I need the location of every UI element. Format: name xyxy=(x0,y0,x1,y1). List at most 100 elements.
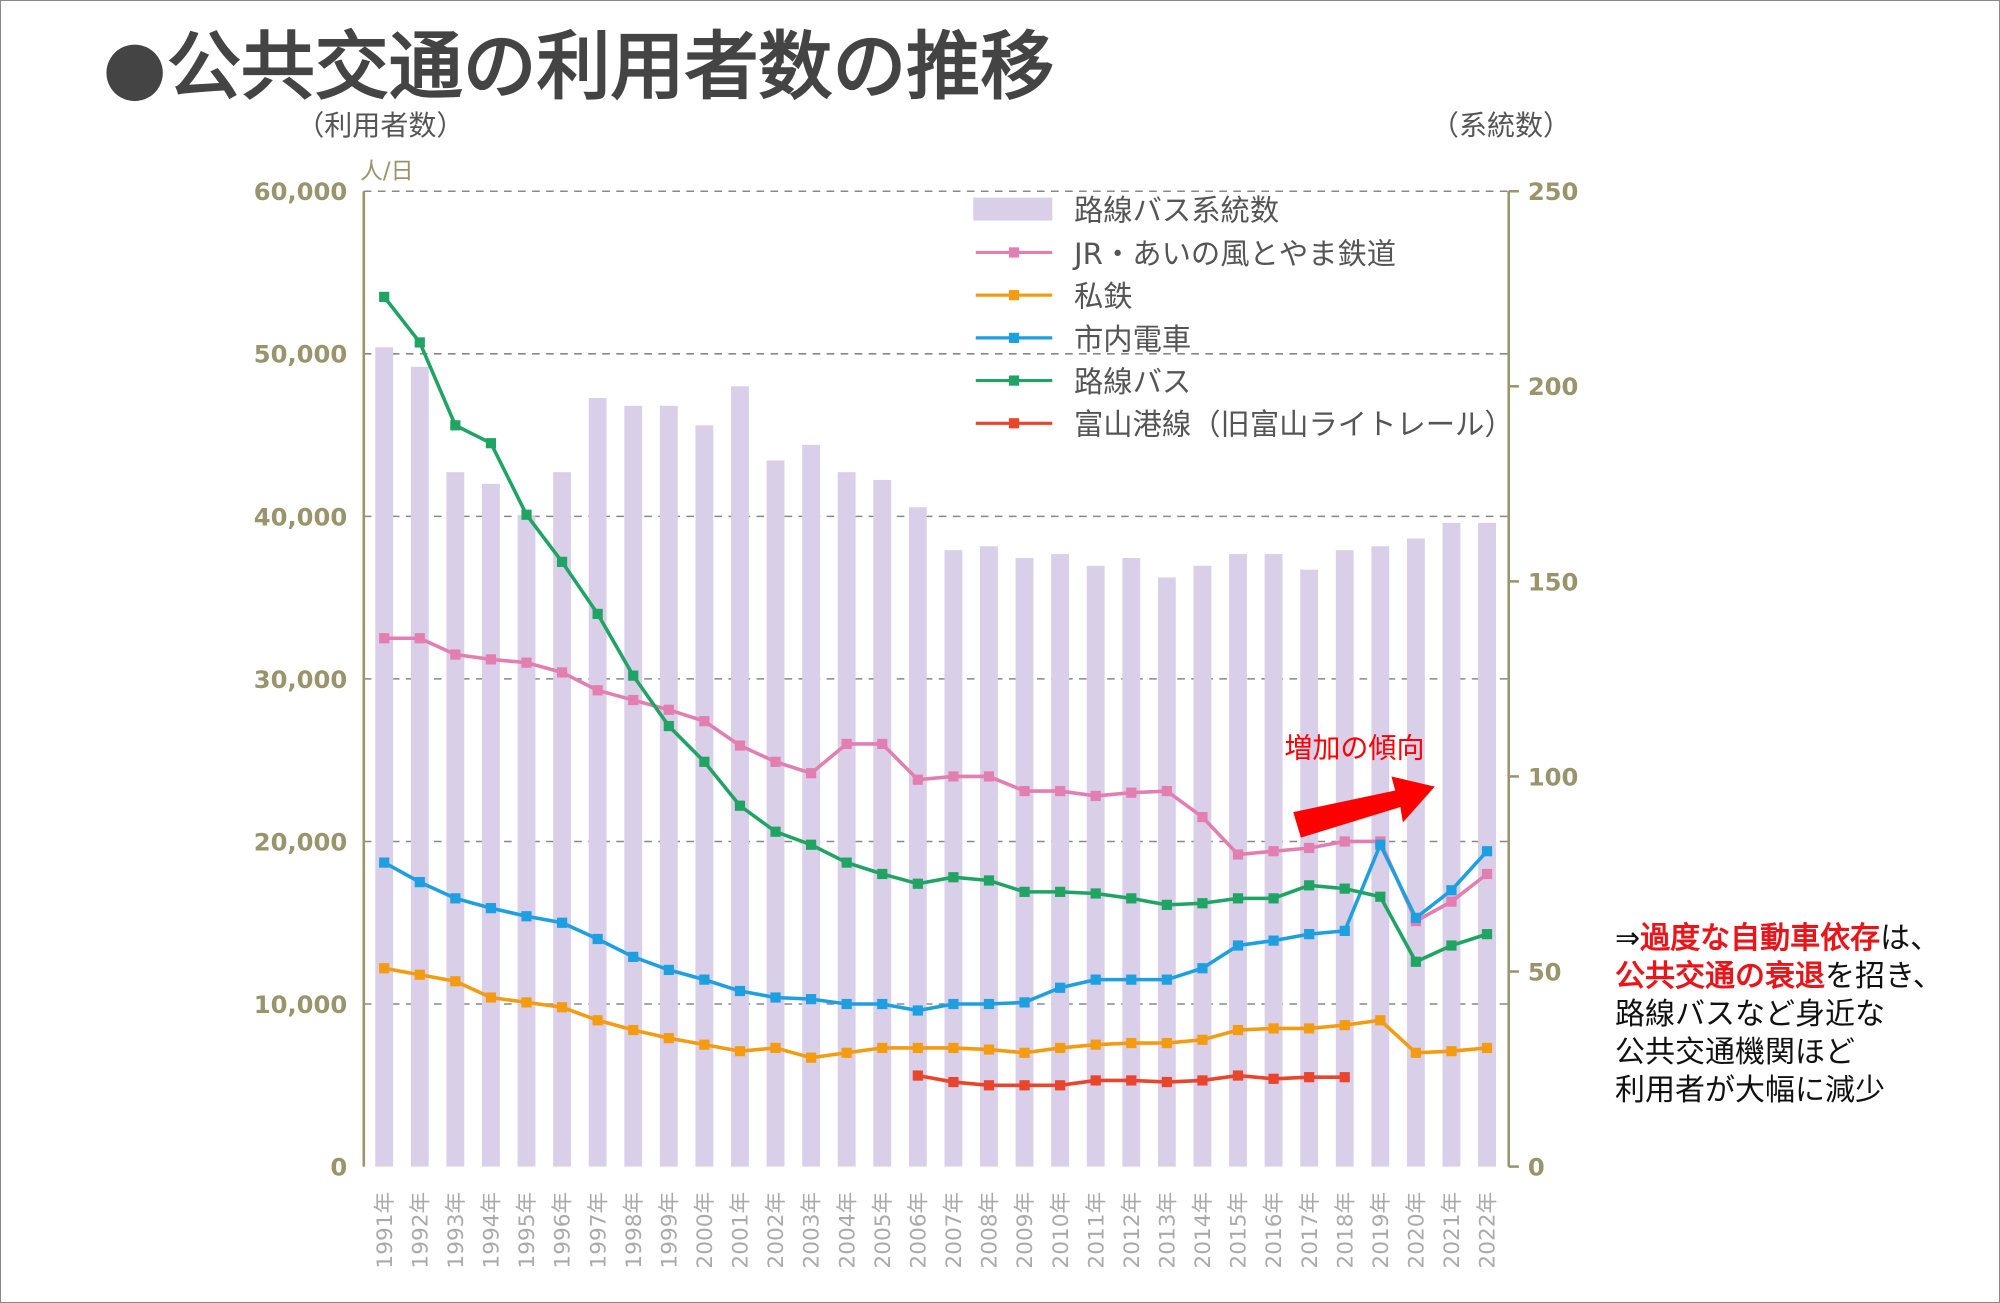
bar xyxy=(1371,546,1390,1167)
data-point xyxy=(521,997,532,1008)
bar xyxy=(873,479,892,1167)
data-point xyxy=(1446,1046,1457,1057)
data-point xyxy=(556,667,568,678)
y-tick-label: 0 xyxy=(330,1154,347,1182)
trend-arrow-icon xyxy=(1293,776,1435,838)
bar xyxy=(802,444,821,1167)
data-point xyxy=(1161,1037,1172,1049)
data-point xyxy=(592,933,603,945)
bar xyxy=(553,472,571,1167)
data-point xyxy=(1232,1070,1244,1081)
data-point xyxy=(806,768,817,779)
data-point xyxy=(379,291,390,303)
data-point xyxy=(1126,1075,1137,1086)
data-point xyxy=(948,1076,959,1088)
data-point xyxy=(1446,885,1457,896)
y-tick-label: 20,000 xyxy=(254,828,347,856)
data-point xyxy=(414,337,425,348)
y-tick-label: 40,000 xyxy=(254,503,347,531)
x-tick-label: 2011年 xyxy=(1084,1192,1109,1269)
data-point xyxy=(1339,883,1350,894)
data-point xyxy=(485,903,497,914)
bar xyxy=(1157,577,1176,1167)
data-point xyxy=(948,998,959,1010)
data-point xyxy=(1197,811,1208,823)
legend-marker xyxy=(1008,247,1020,258)
data-point xyxy=(1197,1034,1208,1045)
data-point xyxy=(912,1005,923,1016)
x-tick-label: 1994年 xyxy=(480,1192,505,1269)
series-line xyxy=(383,840,1489,1013)
x-tick-label: 1999年 xyxy=(657,1192,682,1269)
y2-tick-label: 50 xyxy=(1528,958,1562,986)
data-point xyxy=(1090,974,1101,985)
data-point xyxy=(1055,1042,1066,1054)
page-title: ●公共交通の利用者数の推移 xyxy=(102,24,1054,110)
data-point xyxy=(1055,785,1066,797)
y2-tick-label: 0 xyxy=(1528,1154,1545,1182)
bar xyxy=(1442,522,1461,1167)
data-point xyxy=(1410,956,1421,967)
y2-tick-label: 200 xyxy=(1528,373,1579,401)
x-tick-label: 2021年 xyxy=(1440,1192,1465,1269)
data-point xyxy=(592,1015,603,1026)
x-tick-label: 1991年 xyxy=(373,1192,398,1269)
side-note-line-3: 路線バスなど身近な xyxy=(1615,997,1885,1032)
data-point xyxy=(414,633,425,644)
data-point xyxy=(877,868,888,880)
bar xyxy=(980,546,998,1167)
side-note: ⇒過度な自動車依存は、 公共交通の衰退を招き、 路線バスなど身近な 公共交通機関… xyxy=(1615,920,1943,1110)
data-point xyxy=(1339,925,1350,936)
legend-label: JR・あいの風とやま鉄道 xyxy=(1072,237,1396,271)
bar xyxy=(1193,565,1212,1167)
y-tick-label: 10,000 xyxy=(254,991,347,1019)
data-point xyxy=(1304,929,1315,940)
trend-annotation: 増加の傾向 xyxy=(1284,731,1424,764)
x-tick-label: 2002年 xyxy=(764,1192,789,1269)
data-point xyxy=(1161,1076,1172,1088)
data-point xyxy=(948,1042,959,1054)
data-point xyxy=(1090,888,1101,899)
data-point xyxy=(521,657,532,668)
data-point xyxy=(1197,898,1208,909)
x-tick-label: 2001年 xyxy=(729,1192,754,1269)
data-point xyxy=(770,1042,781,1054)
data-point xyxy=(1410,1047,1421,1058)
data-point xyxy=(806,839,817,850)
bar xyxy=(624,405,643,1167)
side-note-line-5: 利用者が大幅に減少 xyxy=(1615,1073,1885,1108)
bar xyxy=(766,460,785,1167)
bar xyxy=(1264,554,1283,1167)
bar xyxy=(1300,569,1319,1167)
bar xyxy=(410,366,429,1167)
data-point xyxy=(1268,893,1279,904)
data-point xyxy=(1304,880,1315,891)
side-note-highlight-2: 公共交通の衰退 xyxy=(1615,959,1825,994)
bar xyxy=(1406,538,1425,1167)
y-tick-label: 30,000 xyxy=(254,666,347,694)
data-point xyxy=(806,1052,817,1063)
x-tick-label: 1997年 xyxy=(586,1192,611,1269)
data-point xyxy=(770,992,781,1003)
data-point xyxy=(450,976,461,987)
bar xyxy=(517,515,536,1167)
x-tick-label: 2022年 xyxy=(1476,1192,1501,1269)
x-tick-label: 2020年 xyxy=(1405,1192,1430,1269)
data-point xyxy=(628,1024,639,1036)
data-point xyxy=(806,994,817,1005)
legend-swatch-bar xyxy=(973,197,1053,221)
data-point xyxy=(521,911,532,922)
legend-label: 富山港線（旧富山ライトレール） xyxy=(1074,408,1514,442)
data-point xyxy=(734,800,746,811)
data-point xyxy=(983,998,995,1010)
data-point xyxy=(485,438,497,449)
data-point xyxy=(592,608,603,619)
data-point xyxy=(1090,1039,1101,1050)
data-point xyxy=(1055,982,1066,993)
data-point xyxy=(1232,1024,1244,1036)
data-point xyxy=(1481,1042,1493,1054)
series-line xyxy=(383,966,1488,1060)
data-point xyxy=(1126,893,1137,904)
x-tick-label: 2007年 xyxy=(942,1192,967,1269)
legend-marker xyxy=(1008,332,1020,343)
